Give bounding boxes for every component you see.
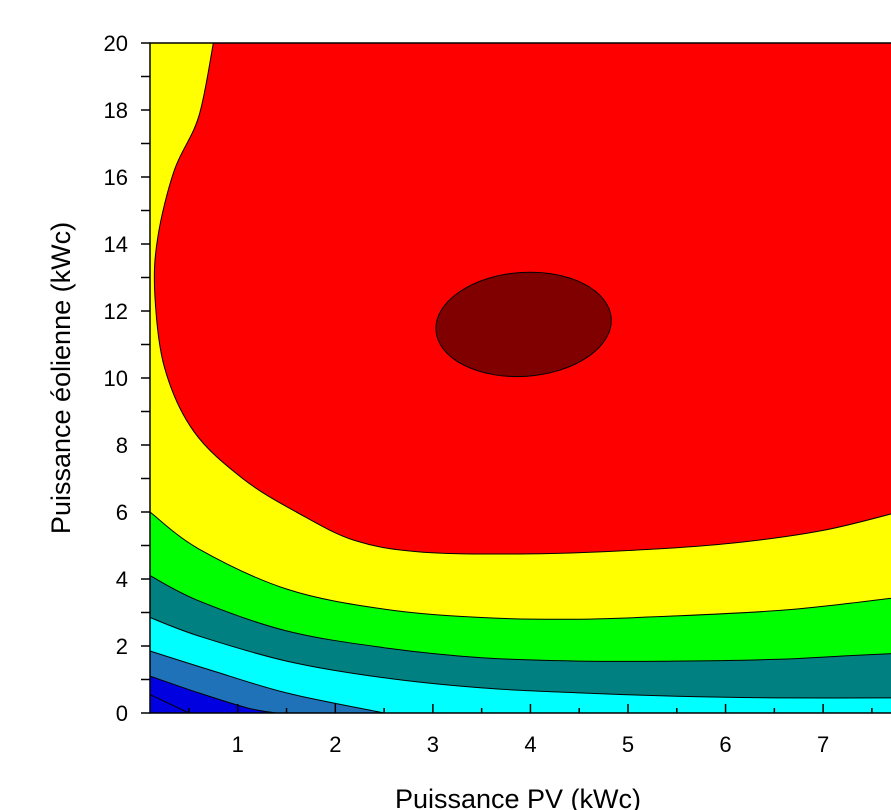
y-tick-label: 12 [104,299,128,324]
y-tick-label: 2 [116,634,128,659]
x-tick-label: 2 [329,732,341,757]
x-axis: 1 2 3 4 5 6 7 [188,704,873,757]
y-tick-label: 10 [104,366,128,391]
y-tick-label: 6 [116,500,128,525]
x-tick-label: 4 [524,732,536,757]
x-tick-label: 3 [427,732,439,757]
y-axis-title: Puissance éolienne (kWc) [46,222,76,534]
x-tick-label: 7 [817,732,829,757]
x-tick-label: 5 [622,732,634,757]
y-tick-label: 16 [104,165,128,190]
y-tick-label: 4 [116,567,128,592]
contour-layers [150,43,891,713]
contour-region-level-9 [435,271,612,378]
x-tick-label: 6 [719,732,731,757]
x-tick-label: 1 [232,732,244,757]
y-tick-label: 14 [104,232,128,257]
x-axis-title: Puissance PV (kWc) [395,784,641,810]
contour-region-level-7 [150,43,891,44]
y-tick-label: 0 [116,701,128,726]
y-tick-label: 18 [104,98,128,123]
y-tick-label: 20 [104,31,128,56]
y-tick-label: 8 [116,433,128,458]
y-axis: 0 2 4 6 8 10 12 14 16 18 20 [104,31,150,726]
